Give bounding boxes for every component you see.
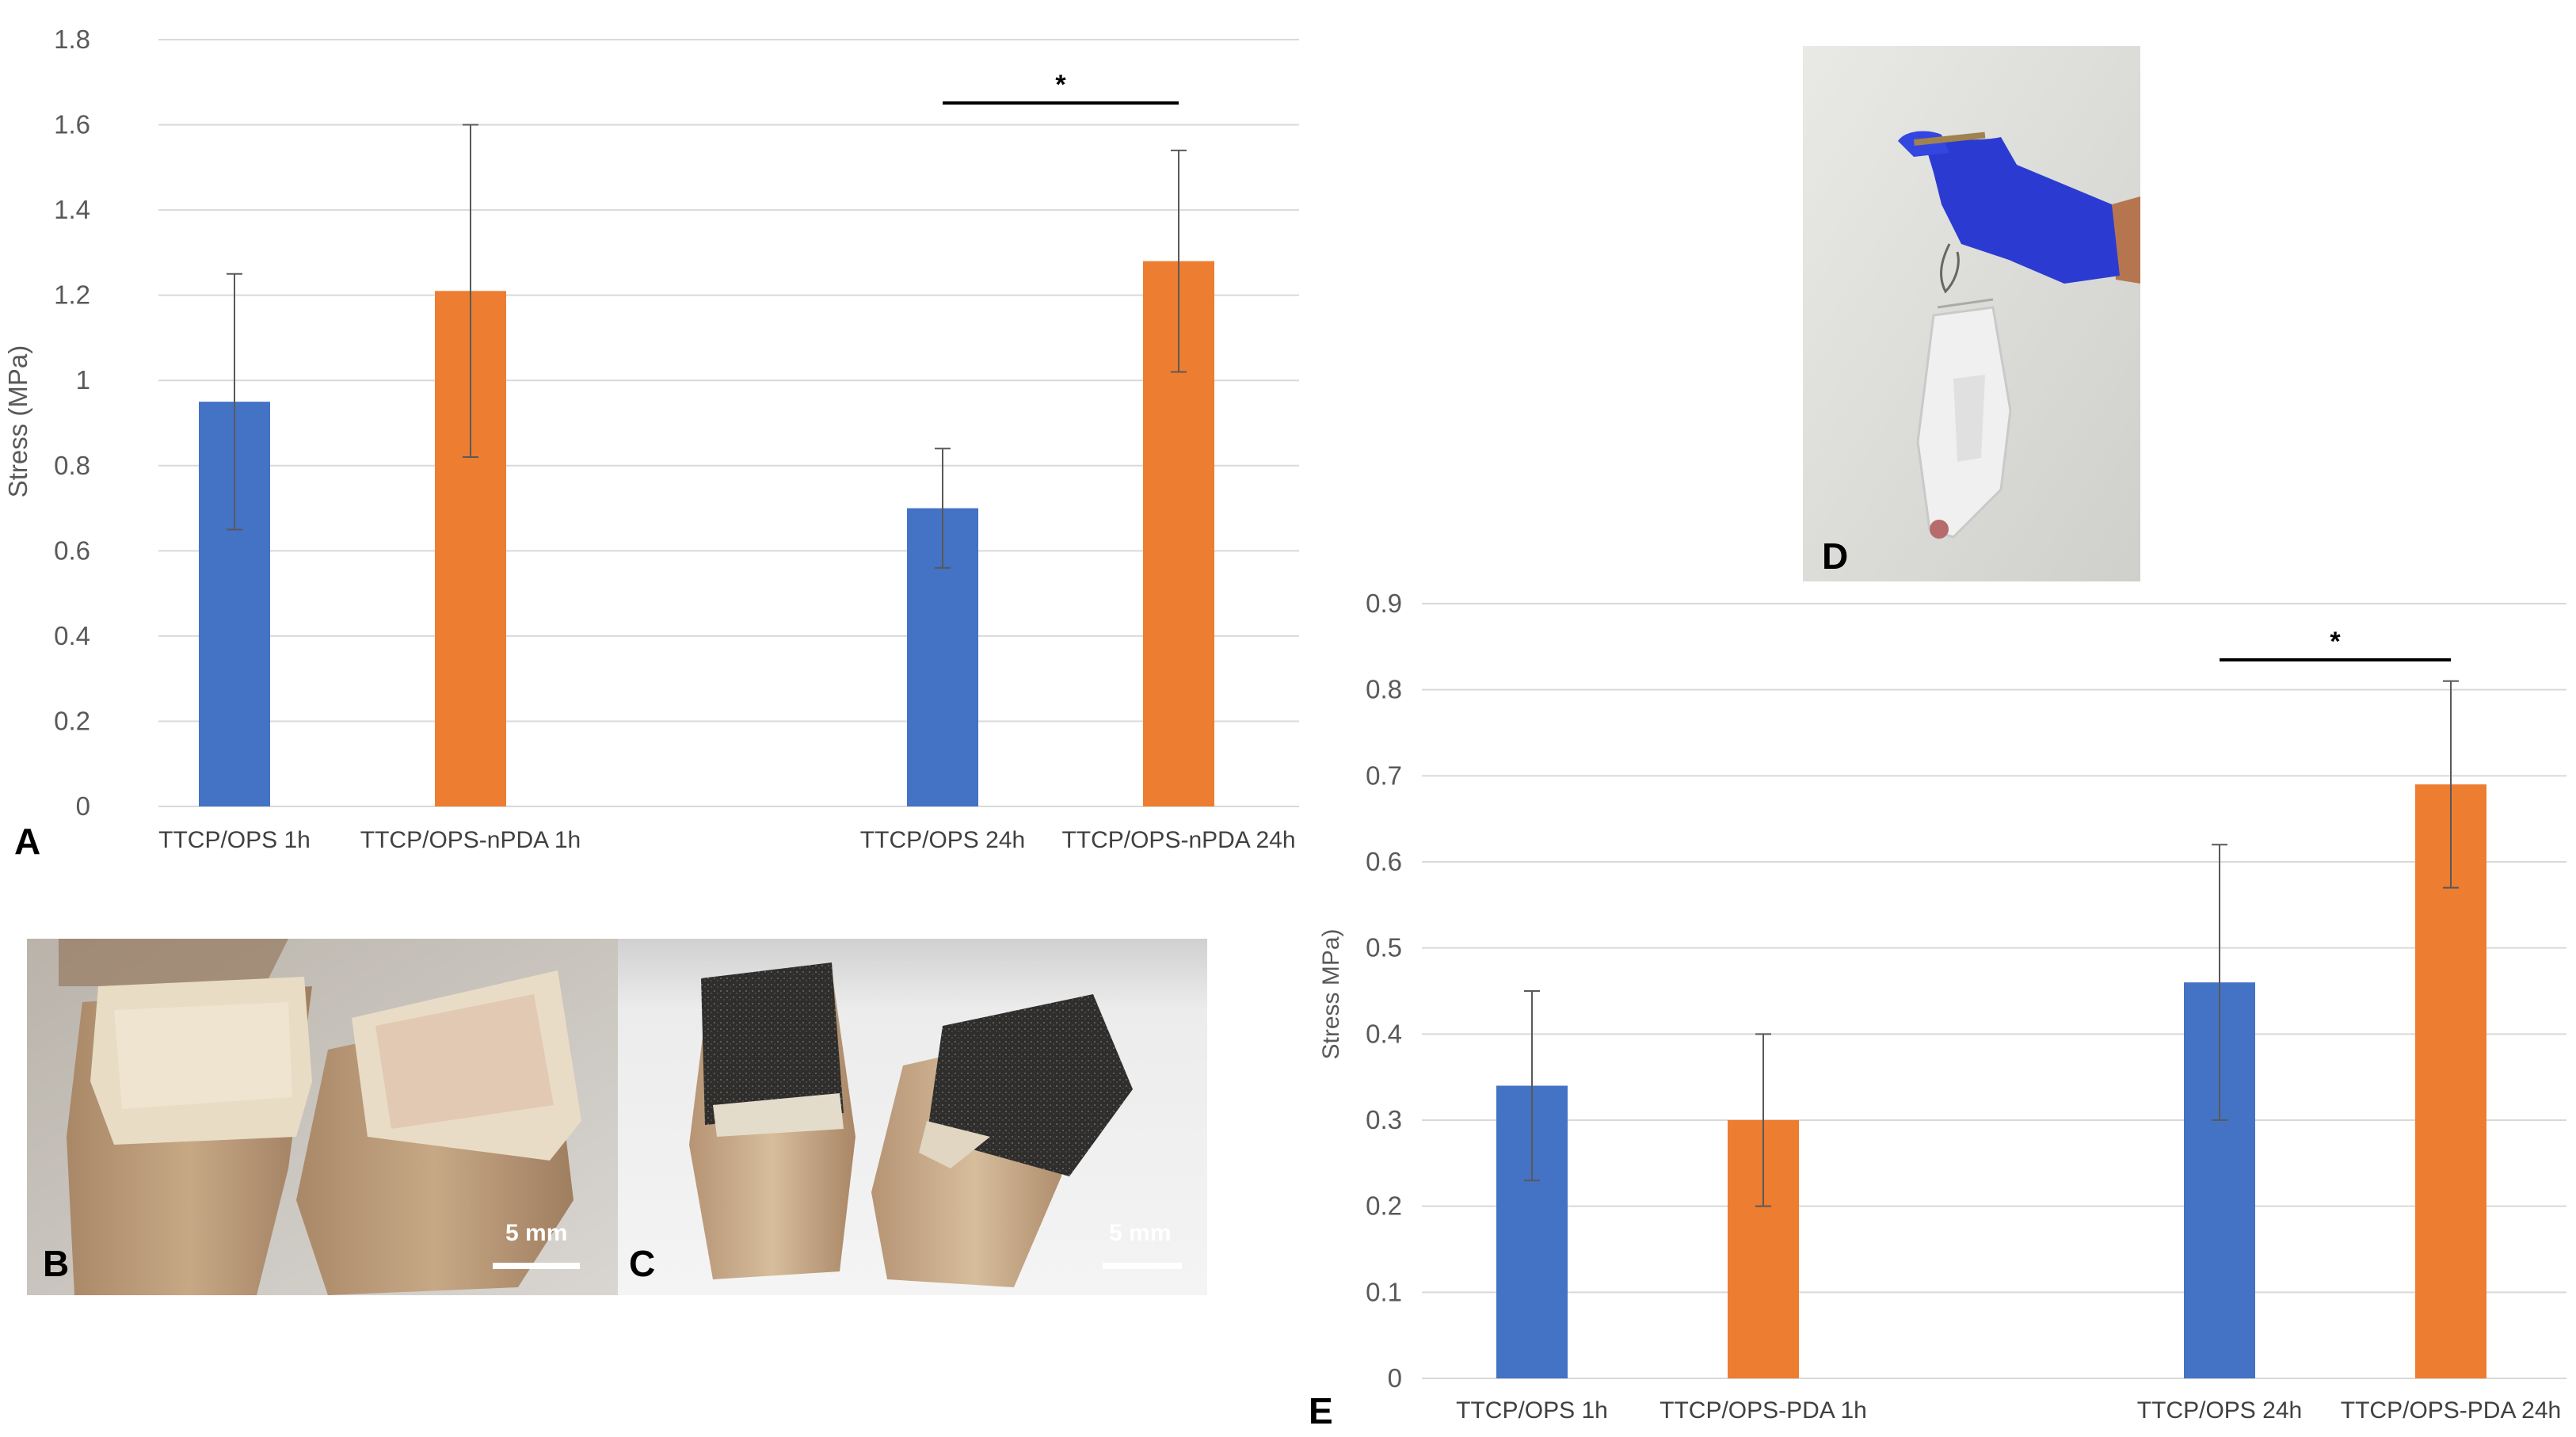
panel-label-c: C <box>629 1243 656 1284</box>
chart-e-ytick-label: 0.5 <box>1366 933 1402 962</box>
chart-e-ytick-label: 0 <box>1388 1363 1402 1393</box>
panel-label-e: E <box>1309 1390 1333 1431</box>
chart-a-category-label: TTCP/OPS 1h <box>158 827 311 853</box>
chart-a-ytick-label: 1.2 <box>54 280 90 310</box>
chart-a-y-axis-label: Stress (MPa) <box>3 345 32 498</box>
chart-a-ytick-label: 1 <box>76 365 90 395</box>
chart-a-category-label: TTCP/OPS 24h <box>860 827 1025 853</box>
chart-a-category-label: TTCP/OPS-nPDA 1h <box>360 827 581 853</box>
chart-e-ytick-label: 0.4 <box>1366 1019 1402 1048</box>
chart-e-category-label: TTCP/OPS-PDA 1h <box>1660 1397 1867 1424</box>
chart-e-category-label: TTCP/OPS-PDA 24h <box>2341 1397 2561 1424</box>
chart-a-category-label: TTCP/OPS-nPDA 24h <box>1061 827 1295 853</box>
photo-b <box>27 939 618 1295</box>
photo-b-scale-bar <box>493 1263 580 1269</box>
chart-e-y-axis-label: Stress MPa) <box>1318 928 1344 1059</box>
chart-e-ytick-label: 0.2 <box>1366 1191 1402 1221</box>
chart-a-ytick-label: 0.8 <box>54 451 90 480</box>
photo-c-scale-label: 5 mm <box>1109 1220 1172 1246</box>
chart-e-ytick-label: 0.6 <box>1366 847 1402 876</box>
chart-e-ytick-label: 0.1 <box>1366 1277 1402 1306</box>
photo-c <box>618 939 1207 1295</box>
chart-a-ytick-label: 0.6 <box>54 536 90 565</box>
chart-a-ytick-label: 0.2 <box>54 706 90 735</box>
photo-c-scale-bar <box>1103 1263 1182 1269</box>
gloved-hand-holding-sample-bag-illustration <box>1803 46 2140 581</box>
bone-samples-coated-illustration <box>618 939 1207 1295</box>
chart-a-ytick-label: 0.4 <box>54 621 90 650</box>
panel-label-d: D <box>1822 536 1849 577</box>
chart-e-ytick-label: 0.8 <box>1366 675 1402 704</box>
chart-e-ytick-label: 0.7 <box>1366 760 1402 790</box>
photo-b-scale-label: 5 mm <box>505 1220 568 1246</box>
chart-a-ytick-label: 1.6 <box>54 110 90 139</box>
chart-a-group: 0 0.2 0.4 0.6 0.8 1 1.2 1.4 1.6 1.8 Stress (MPa) TT… <box>3 25 1299 862</box>
chart-a-ytick-label: 1.8 <box>54 25 90 54</box>
bone-samples-plain-illustration <box>27 939 618 1295</box>
panel-label-b: B <box>43 1243 70 1284</box>
chart-a-ytick-label: 0 <box>76 791 90 821</box>
chart-e-significance-star: * <box>2330 627 2341 657</box>
panel-label-a: A <box>14 821 40 862</box>
photo-d <box>1803 46 2140 581</box>
chart-e-category-label: TTCP/OPS 24h <box>2137 1397 2302 1424</box>
chart-a-ytick-label: 1.4 <box>54 195 90 224</box>
chart-e-ytick-label: 0.3 <box>1366 1105 1402 1134</box>
chart-e-category-label: TTCP/OPS 1h <box>1456 1397 1608 1424</box>
chart-a-significance-star: * <box>1055 70 1066 100</box>
chart-e-group: 0 0.1 0.2 0.3 0.4 0.5 0.6 0.7 0.8 0.9 Stress MPa) T… <box>1309 589 2566 1431</box>
chart-e-ytick-label: 0.9 <box>1366 589 1402 618</box>
